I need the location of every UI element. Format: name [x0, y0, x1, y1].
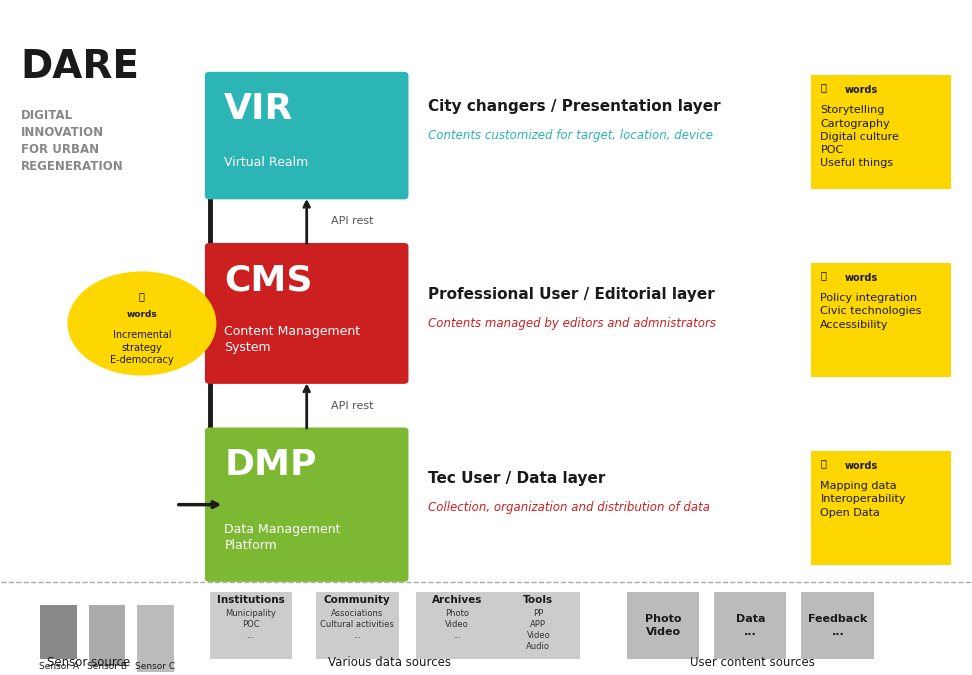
Text: Associations
Cultural activities
...: Associations Cultural activities ...	[320, 609, 394, 640]
Text: API rest: API rest	[330, 401, 373, 410]
Text: Contents managed by editors and admnistrators: Contents managed by editors and admnistr…	[428, 317, 715, 330]
Text: Photo
Video: Photo Video	[645, 614, 681, 637]
Text: CMS: CMS	[225, 263, 313, 297]
Text: words: words	[845, 273, 878, 283]
Text: Storytelling
Cartography
Digital culture
POC
Useful things: Storytelling Cartography Digital culture…	[820, 105, 899, 168]
Text: Policy integration
Civic technologies
Accessibility: Policy integration Civic technologies Ac…	[820, 293, 921, 329]
Text: Tec User / Data layer: Tec User / Data layer	[428, 471, 606, 486]
Text: Sensor source: Sensor source	[47, 656, 130, 669]
Text: 🔑: 🔑	[820, 270, 826, 280]
FancyBboxPatch shape	[801, 592, 874, 659]
FancyBboxPatch shape	[416, 592, 499, 659]
FancyBboxPatch shape	[627, 592, 699, 659]
FancyBboxPatch shape	[205, 72, 408, 199]
Text: Data Management
Platform: Data Management Platform	[225, 522, 341, 551]
Text: Contents customized for target, location, device: Contents customized for target, location…	[428, 129, 712, 142]
Text: Feedback
...: Feedback ...	[808, 614, 867, 637]
Text: Collection, organization and distribution of data: Collection, organization and distributio…	[428, 502, 710, 514]
Text: 🔑: 🔑	[820, 82, 826, 92]
Text: Various data sources: Various data sources	[328, 656, 451, 669]
Text: Professional User / Editorial layer: Professional User / Editorial layer	[428, 287, 714, 302]
Text: 🔑: 🔑	[820, 458, 826, 468]
Text: words: words	[126, 310, 157, 319]
Text: Sensor C: Sensor C	[135, 662, 176, 672]
FancyBboxPatch shape	[498, 592, 580, 659]
FancyBboxPatch shape	[40, 605, 77, 659]
FancyBboxPatch shape	[811, 75, 952, 189]
Text: DIGITAL
INNOVATION
FOR URBAN
REGENERATION: DIGITAL INNOVATION FOR URBAN REGENERATIO…	[20, 109, 123, 173]
Text: 🔑: 🔑	[139, 292, 145, 302]
Text: VIR: VIR	[225, 92, 294, 126]
Text: Mapping data
Interoperability
Open Data: Mapping data Interoperability Open Data	[820, 481, 906, 518]
Text: words: words	[845, 461, 878, 471]
Text: Virtual Realm: Virtual Realm	[225, 156, 308, 169]
Text: Sensor B: Sensor B	[87, 662, 127, 672]
Circle shape	[69, 273, 215, 374]
Text: Institutions: Institutions	[217, 595, 285, 605]
FancyBboxPatch shape	[88, 605, 125, 666]
Text: Sensor A: Sensor A	[39, 662, 79, 672]
Text: Photo
Video
...: Photo Video ...	[445, 609, 469, 640]
Text: Tools: Tools	[523, 595, 553, 605]
Text: Data
...: Data ...	[736, 614, 765, 637]
FancyBboxPatch shape	[137, 605, 174, 672]
FancyBboxPatch shape	[205, 427, 408, 582]
Text: DARE: DARE	[20, 49, 140, 86]
Text: Municipality
POC
...: Municipality POC ...	[226, 609, 276, 640]
Text: words: words	[845, 85, 878, 95]
Text: User content sources: User content sources	[690, 656, 815, 669]
Text: API rest: API rest	[330, 216, 373, 226]
Text: Incremental
strategy
E-democracy: Incremental strategy E-democracy	[110, 330, 174, 365]
FancyBboxPatch shape	[317, 592, 399, 659]
Text: DMP: DMP	[225, 448, 317, 482]
Text: Community: Community	[324, 595, 391, 605]
Text: Archives: Archives	[432, 595, 482, 605]
FancyBboxPatch shape	[205, 243, 408, 384]
FancyBboxPatch shape	[713, 592, 786, 659]
FancyBboxPatch shape	[210, 592, 293, 659]
Text: PP
APP
Video
Audio: PP APP Video Audio	[527, 609, 550, 651]
FancyBboxPatch shape	[811, 263, 952, 377]
FancyBboxPatch shape	[811, 451, 952, 565]
Text: Content Management
System: Content Management System	[225, 325, 361, 354]
Text: City changers / Presentation layer: City changers / Presentation layer	[428, 99, 720, 113]
